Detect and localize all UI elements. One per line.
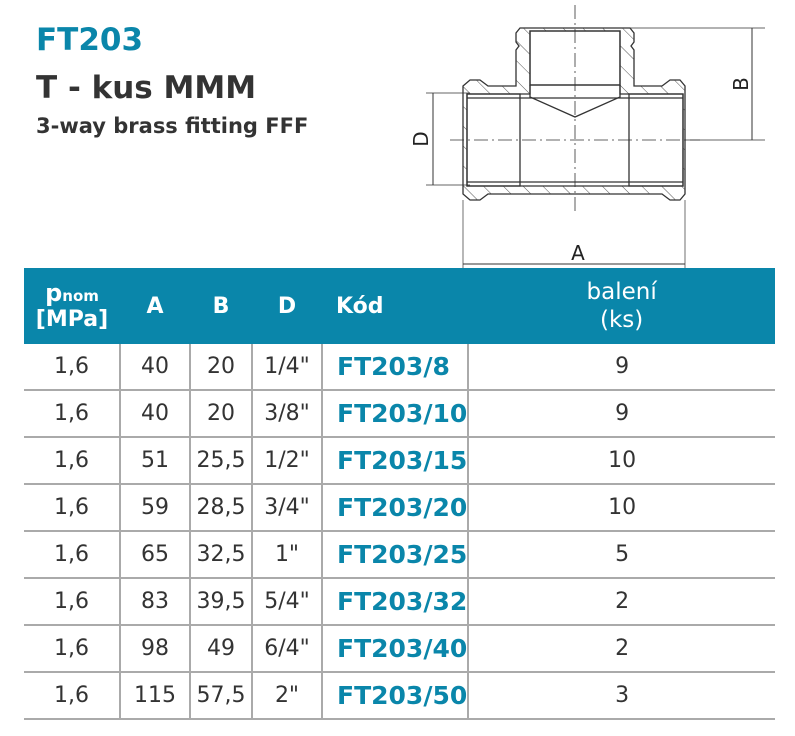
baleni-unit: (ks): [600, 307, 644, 333]
cell-kod: FT203/32: [322, 578, 470, 626]
cell-a: 65: [120, 531, 191, 579]
cell-a: 40: [120, 390, 191, 438]
cell-a: 115: [120, 672, 191, 720]
dimension-label-d: D: [409, 131, 433, 146]
table-row: 1,6 40 20 1/4" FT203/8 9: [24, 344, 775, 391]
cell-d: 2": [252, 672, 323, 720]
cell-pressure: 1,6: [24, 390, 121, 438]
header-baleni: balení (ks): [468, 268, 775, 344]
dimension-label-b: B: [729, 77, 753, 91]
product-subtitle: 3-way brass fitting FFF: [36, 114, 309, 138]
dimension-label-a: A: [571, 241, 585, 265]
cell-pressure: 1,6: [24, 437, 121, 485]
cell-d: 6/4": [252, 625, 323, 673]
cell-a: 40: [120, 344, 191, 391]
table-row: 1,6 115 57,5 2" FT203/50 3: [24, 672, 775, 720]
cell-pressure: 1,6: [24, 484, 121, 532]
cell-baleni: 9: [468, 344, 775, 391]
header-kod: Kód: [322, 268, 469, 344]
cell-kod: FT203/25: [322, 531, 470, 579]
cell-kod: FT203/40: [322, 625, 470, 673]
table-row: 1,6 51 25,5 1/2" FT203/15 10: [24, 437, 775, 485]
table-row: 1,6 98 49 6/4" FT203/40 2: [24, 625, 775, 673]
table-row: 1,6 83 39,5 5/4" FT203/32 2: [24, 578, 775, 626]
cell-pressure: 1,6: [24, 531, 121, 579]
nom-label: nom: [62, 286, 99, 305]
cell-pressure: 1,6: [24, 625, 121, 673]
cell-a: 98: [120, 625, 191, 673]
cell-baleni: 2: [468, 625, 775, 673]
cell-b: 25,5: [190, 437, 253, 485]
table-row: 1,6 59 28,5 3/4" FT203/20 10: [24, 484, 775, 532]
cell-kod: FT203/15: [322, 437, 470, 485]
product-title: T - kus MMM: [36, 70, 257, 106]
cell-b: 20: [190, 344, 253, 391]
product-code: FT203: [36, 22, 144, 58]
cell-b: 39,5: [190, 578, 253, 626]
cell-a: 83: [120, 578, 191, 626]
cell-pressure: 1,6: [24, 672, 121, 720]
table-row: 1,6 40 20 3/8" FT203/10 9: [24, 390, 775, 438]
cell-d: 1": [252, 531, 323, 579]
cell-b: 28,5: [190, 484, 253, 532]
tee-fitting-drawing: A B D: [409, 5, 765, 270]
cell-a: 59: [120, 484, 191, 532]
cell-pressure: 1,6: [24, 344, 121, 391]
cell-b: 20: [190, 390, 253, 438]
cell-b: 57,5: [190, 672, 253, 720]
cell-d: 1/4": [252, 344, 323, 391]
table-header: pnom [MPa] A B D Kód balení (ks): [24, 268, 775, 344]
cell-d: 3/8": [252, 390, 323, 438]
cell-a: 51: [120, 437, 191, 485]
cell-d: 1/2": [252, 437, 323, 485]
cell-kod: FT203/20: [322, 484, 470, 532]
cell-baleni: 5: [468, 531, 775, 579]
cell-b: 49: [190, 625, 253, 673]
cell-b: 32,5: [190, 531, 253, 579]
cell-baleni: 9: [468, 390, 775, 438]
cell-baleni: 10: [468, 437, 775, 485]
baleni-label: balení: [586, 279, 657, 305]
header-d: D: [252, 268, 322, 344]
dimension-table: pnom [MPa] A B D Kód balení (ks) 1,6 40 20 1/…: [24, 268, 775, 720]
cell-kod: FT203/8: [322, 344, 470, 391]
cell-baleni: 10: [468, 484, 775, 532]
cell-kod: FT203/50: [322, 672, 470, 720]
cell-d: 3/4": [252, 484, 323, 532]
header-b: B: [190, 268, 252, 344]
p-label: p: [45, 278, 63, 307]
header-pressure: pnom [MPa]: [24, 268, 120, 344]
cell-d: 5/4": [252, 578, 323, 626]
cell-baleni: 2: [468, 578, 775, 626]
table-row: 1,6 65 32,5 1" FT203/25 5: [24, 531, 775, 579]
header-a: A: [120, 268, 190, 344]
unit-label: [MPa]: [35, 306, 109, 332]
cell-kod: FT203/10: [322, 390, 470, 438]
cell-pressure: 1,6: [24, 578, 121, 626]
cell-baleni: 3: [468, 672, 775, 720]
